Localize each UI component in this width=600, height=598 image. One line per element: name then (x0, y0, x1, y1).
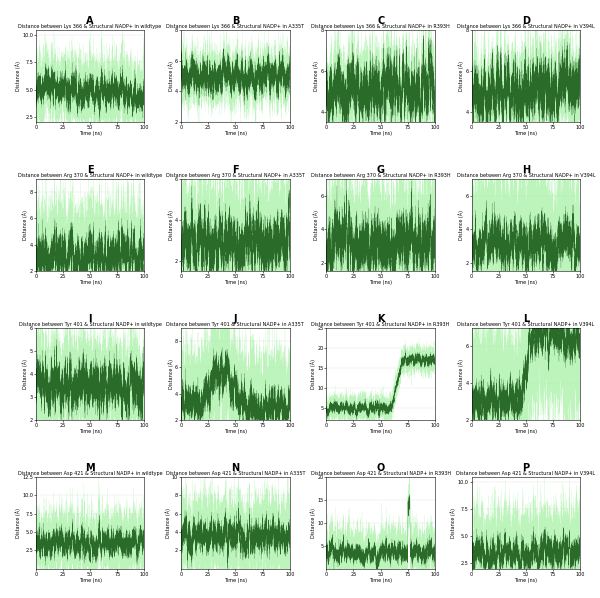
X-axis label: Time (ns): Time (ns) (514, 429, 538, 434)
Text: N: N (232, 463, 239, 473)
Y-axis label: Distance (Å): Distance (Å) (451, 508, 457, 538)
Y-axis label: Distance (Å): Distance (Å) (313, 61, 319, 91)
Text: C: C (377, 16, 384, 26)
X-axis label: Time (ns): Time (ns) (369, 131, 392, 136)
Title: Distance between Tyr 401 & Structural NADP+ in R393H: Distance between Tyr 401 & Structural NA… (311, 322, 450, 327)
Text: F: F (232, 165, 239, 175)
Title: Distance between Asp 421 & Structural NADP+ in V394L: Distance between Asp 421 & Structural NA… (457, 471, 595, 476)
Text: E: E (87, 165, 94, 175)
Text: L: L (523, 314, 529, 324)
Y-axis label: Distance (Å): Distance (Å) (310, 359, 316, 389)
Title: Distance between Tyr 401 & Structural NADP+ in V394L: Distance between Tyr 401 & Structural NA… (457, 322, 595, 327)
Y-axis label: Distance (Å): Distance (Å) (168, 359, 173, 389)
Title: Distance between Lys 366 & Structural NADP+ in wildtype: Distance between Lys 366 & Structural NA… (19, 24, 162, 29)
Title: Distance between Arg 370 & Structural NADP+ in wildtype: Distance between Arg 370 & Structural NA… (18, 173, 162, 178)
Y-axis label: Distance (Å): Distance (Å) (15, 61, 20, 91)
Y-axis label: Distance (Å): Distance (Å) (168, 210, 173, 240)
Title: Distance between Asp 421 & Structural NADP+ in A335T: Distance between Asp 421 & Structural NA… (166, 471, 305, 476)
X-axis label: Time (ns): Time (ns) (514, 131, 538, 136)
Text: B: B (232, 16, 239, 26)
X-axis label: Time (ns): Time (ns) (369, 280, 392, 285)
Text: A: A (86, 16, 94, 26)
X-axis label: Time (ns): Time (ns) (514, 280, 538, 285)
Title: Distance between Arg 370 & Structural NADP+ in A335T: Distance between Arg 370 & Structural NA… (166, 173, 305, 178)
Text: D: D (522, 16, 530, 26)
Y-axis label: Distance (Å): Distance (Å) (165, 508, 170, 538)
X-axis label: Time (ns): Time (ns) (79, 131, 101, 136)
Text: H: H (522, 165, 530, 175)
Text: P: P (523, 463, 529, 473)
Y-axis label: Distance (Å): Distance (Å) (168, 61, 173, 91)
Y-axis label: Distance (Å): Distance (Å) (458, 359, 464, 389)
X-axis label: Time (ns): Time (ns) (369, 429, 392, 434)
Y-axis label: Distance (Å): Distance (Å) (458, 210, 464, 240)
X-axis label: Time (ns): Time (ns) (224, 429, 247, 434)
X-axis label: Time (ns): Time (ns) (224, 280, 247, 285)
Title: Distance between Lys 366 & Structural NADP+ in R393H: Distance between Lys 366 & Structural NA… (311, 24, 450, 29)
Title: Distance between Tyr 401 & Structural NADP+ in wildtype: Distance between Tyr 401 & Structural NA… (19, 322, 161, 327)
Title: Distance between Arg 370 & Structural NADP+ in V394L: Distance between Arg 370 & Structural NA… (457, 173, 595, 178)
X-axis label: Time (ns): Time (ns) (79, 429, 101, 434)
Y-axis label: Distance (Å): Distance (Å) (313, 210, 319, 240)
Text: K: K (377, 314, 385, 324)
Title: Distance between Lys 366 & Structural NADP+ in V394L: Distance between Lys 366 & Structural NA… (457, 24, 595, 29)
Title: Distance between Asp 421 & Structural NADP+ in wildtype: Distance between Asp 421 & Structural NA… (18, 471, 163, 476)
Title: Distance between Lys 366 & Structural NADP+ in A335T: Distance between Lys 366 & Structural NA… (166, 24, 304, 29)
X-axis label: Time (ns): Time (ns) (224, 578, 247, 583)
Title: Distance between Arg 370 & Structural NADP+ in R393H: Distance between Arg 370 & Structural NA… (311, 173, 451, 178)
X-axis label: Time (ns): Time (ns) (369, 578, 392, 583)
Text: I: I (88, 314, 92, 324)
Y-axis label: Distance (Å): Distance (Å) (458, 61, 464, 91)
Y-axis label: Distance (Å): Distance (Å) (23, 359, 28, 389)
X-axis label: Time (ns): Time (ns) (79, 280, 101, 285)
Text: M: M (85, 463, 95, 473)
Y-axis label: Distance (Å): Distance (Å) (15, 508, 20, 538)
Y-axis label: Distance (Å): Distance (Å) (23, 210, 28, 240)
Text: O: O (377, 463, 385, 473)
Y-axis label: Distance (Å): Distance (Å) (310, 508, 316, 538)
Text: G: G (377, 165, 385, 175)
X-axis label: Time (ns): Time (ns) (514, 578, 538, 583)
Text: J: J (233, 314, 237, 324)
X-axis label: Time (ns): Time (ns) (79, 578, 101, 583)
Title: Distance between Asp 421 & Structural NADP+ in R393H: Distance between Asp 421 & Structural NA… (311, 471, 451, 476)
X-axis label: Time (ns): Time (ns) (224, 131, 247, 136)
Title: Distance between Tyr 401 & Structural NADP+ in A335T: Distance between Tyr 401 & Structural NA… (166, 322, 304, 327)
